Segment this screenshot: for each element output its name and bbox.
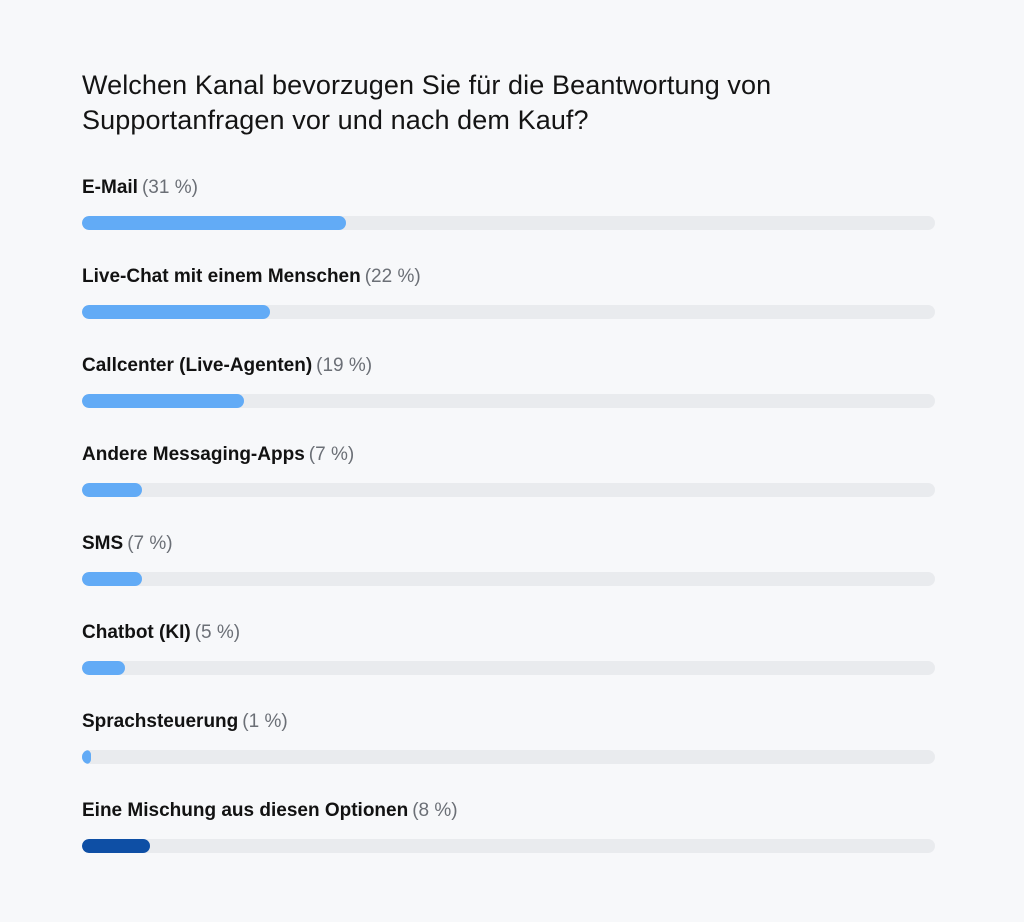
bar-row: E-Mail (31 %) (82, 176, 935, 265)
bar-row: SMS (7 %) (82, 532, 935, 621)
value-label: (7 %) (308, 444, 355, 465)
bar-label-line: Sprachsteuerung (1 %) (82, 710, 935, 734)
value-label: (5 %) (194, 622, 241, 643)
bar-fill (82, 750, 91, 764)
value-label: (19 %) (316, 355, 373, 376)
bar-row: Callcenter (Live-Agenten) (19 %) (82, 354, 935, 443)
bar-row: Live-Chat mit einem Menschen (22 %) (82, 265, 935, 354)
bar-track (82, 661, 935, 675)
bar-track (82, 572, 935, 586)
bar-label-line: SMS (7 %) (82, 532, 935, 556)
value-label: (31 %) (141, 177, 198, 198)
bar-list: E-Mail (31 %) Live-Chat mit einem Menschen… (82, 176, 935, 888)
bar-fill (82, 394, 245, 408)
value-label: (22 %) (364, 266, 421, 287)
bar-label-line: Live-Chat mit einem Menschen (22 %) (82, 265, 935, 289)
bar-track (82, 750, 935, 764)
category-label: SMS (82, 533, 124, 554)
bar-row: Eine Mischung aus diesen Optionen (8 %) (82, 799, 935, 888)
bar-track (82, 216, 935, 230)
bar-fill (82, 305, 270, 319)
bar-track (82, 394, 935, 408)
bar-fill (82, 483, 142, 497)
bar-fill (82, 216, 347, 230)
category-label: Sprachsteuerung (82, 711, 239, 732)
bar-track (82, 839, 935, 853)
value-label: (8 %) (412, 800, 458, 821)
value-label: (7 %) (127, 533, 173, 554)
category-label: Andere Messaging-Apps (82, 444, 305, 465)
category-label: E-Mail (82, 177, 138, 198)
chart-title: Welchen Kanal bevorzugen Sie für die Bea… (82, 70, 772, 135)
category-label: Chatbot (KI) (82, 622, 191, 643)
bar-row: Andere Messaging-Apps (7 %) (82, 443, 935, 532)
bar-label-line: Callcenter (Live-Agenten) (19 %) (82, 354, 935, 378)
bar-label-line: Andere Messaging-Apps (7 %) (82, 443, 935, 467)
bar-fill (82, 839, 151, 853)
bar-track (82, 483, 935, 497)
category-label: Callcenter (Live-Agenten) (82, 355, 313, 376)
bar-track (82, 305, 935, 319)
bar-fill (82, 661, 125, 675)
bar-label-line: Chatbot (KI) (5 %) (82, 621, 935, 645)
bar-row: Chatbot (KI) (5 %) (82, 621, 935, 710)
bar-row: Sprachsteuerung (1 %) (82, 710, 935, 799)
category-label: Live-Chat mit einem Menschen (82, 266, 361, 287)
bar-fill (82, 572, 142, 586)
bar-label-line: E-Mail (31 %) (82, 176, 935, 200)
bar-label-line: Eine Mischung aus diesen Optionen (8 %) (82, 799, 935, 823)
chart: Welchen Kanal bevorzugen Sie für die Bea… (82, 68, 935, 888)
category-label: Eine Mischung aus diesen Optionen (82, 800, 409, 821)
value-label: (1 %) (242, 711, 288, 732)
